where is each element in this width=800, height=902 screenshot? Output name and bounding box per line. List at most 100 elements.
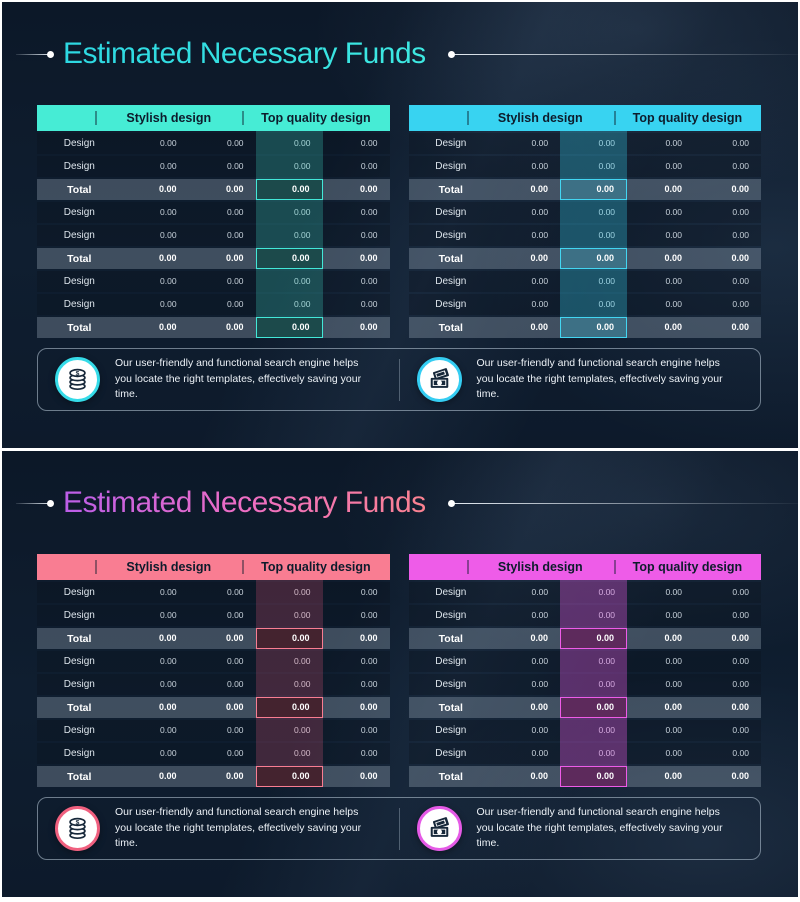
value-cell: 0.00 bbox=[665, 610, 682, 620]
note-left: $ Our user-friendly and functional searc… bbox=[38, 798, 399, 859]
value-cell: 0.00 bbox=[226, 207, 244, 217]
value-cell: 0.00 bbox=[226, 610, 244, 620]
value-cell: 0.00 bbox=[293, 230, 311, 240]
row-label: Design bbox=[435, 725, 467, 736]
value-cell: 0.00 bbox=[159, 702, 177, 712]
value-cell: 0.00 bbox=[560, 766, 628, 787]
note-left: $ Our user-friendly and functional searc… bbox=[38, 349, 399, 410]
row-label: Total bbox=[67, 632, 92, 645]
value-cell: 0.00 bbox=[530, 184, 549, 194]
value-cell: 0.00 bbox=[530, 771, 549, 781]
value-cell: 0.00 bbox=[732, 587, 749, 597]
value-cell: 0.00 bbox=[665, 276, 682, 286]
value-cell: 0.00 bbox=[731, 771, 749, 781]
coins-icon: $ bbox=[55, 806, 100, 851]
value-cell: 0.00 bbox=[226, 322, 244, 332]
value-cell: 0.00 bbox=[732, 725, 749, 735]
value-cell: 0.00 bbox=[226, 230, 244, 240]
value-cell: 0.00 bbox=[732, 679, 749, 689]
value-cell: 0.00 bbox=[665, 299, 682, 309]
value-cell: 0.00 bbox=[531, 207, 549, 217]
value-cell: 0.00 bbox=[664, 322, 682, 332]
funds-table-right: Stylish design Top quality design Design 0.… bbox=[408, 105, 761, 338]
row-label: Design bbox=[63, 138, 95, 149]
title-right-line bbox=[447, 50, 798, 58]
row-label: Design bbox=[435, 161, 467, 172]
row-label: Design bbox=[63, 725, 95, 736]
value-cell: 0.00 bbox=[226, 748, 244, 758]
value-cell: 0.00 bbox=[360, 299, 378, 309]
value-cell: 0.00 bbox=[360, 138, 378, 148]
row-label: Total bbox=[438, 252, 463, 265]
funds-table-left: Stylish design Top quality design Design 0.… bbox=[37, 554, 390, 787]
value-cell: 0.00 bbox=[531, 587, 549, 597]
table-header: Stylish design Top quality design bbox=[37, 554, 390, 580]
value-cell: 0.00 bbox=[531, 656, 549, 666]
row-label: Total bbox=[67, 701, 92, 714]
design-row: Design 0.00 0.00 0.00 0.00 bbox=[408, 582, 761, 603]
value-cell: 0.00 bbox=[598, 748, 616, 758]
table-header: Stylish design Top quality design bbox=[408, 554, 761, 580]
column-header: Top quality design bbox=[242, 554, 389, 580]
svg-text:$: $ bbox=[76, 819, 80, 826]
value-cell: 0.00 bbox=[560, 628, 628, 649]
value-cell: 0.00 bbox=[665, 138, 682, 148]
note-text: Our user-friendly and functional search … bbox=[115, 805, 362, 850]
row-label: Design bbox=[435, 610, 467, 621]
value-cell: 0.00 bbox=[598, 299, 616, 309]
value-cell: 0.00 bbox=[160, 748, 177, 758]
total-row: Total 0.00 0.00 0.00 0.00 bbox=[37, 317, 390, 338]
value-cell: 0.00 bbox=[160, 230, 177, 240]
value-cell: 0.00 bbox=[665, 161, 682, 171]
note-box: $ Our user-friendly and functional searc… bbox=[37, 797, 761, 860]
note-right: Our user-friendly and functional search … bbox=[400, 798, 761, 859]
coins-icon: $ bbox=[55, 357, 100, 402]
value-cell: 0.00 bbox=[293, 610, 311, 620]
value-cell: 0.00 bbox=[293, 748, 311, 758]
title-row: Estimated Necessary Funds bbox=[2, 484, 798, 522]
value-cell: 0.00 bbox=[293, 138, 311, 148]
value-cell: 0.00 bbox=[598, 679, 616, 689]
total-row: Total 0.00 0.00 0.00 0.00 bbox=[37, 248, 390, 269]
design-row: Design 0.00 0.00 0.00 0.00 bbox=[37, 720, 390, 741]
note-text: Our user-friendly and functional search … bbox=[115, 356, 362, 401]
row-label: Total bbox=[438, 183, 463, 196]
total-row: Total 0.00 0.00 0.00 0.00 bbox=[408, 628, 761, 649]
column-header: Top quality design bbox=[613, 554, 761, 580]
value-cell: 0.00 bbox=[732, 230, 749, 240]
column-header: Stylish design bbox=[466, 105, 614, 131]
value-cell: 0.00 bbox=[255, 179, 323, 200]
row-label: Design bbox=[435, 276, 467, 287]
slide-title: Estimated Necessary Funds bbox=[63, 484, 426, 522]
value-cell: 0.00 bbox=[360, 656, 378, 666]
svg-text:$: $ bbox=[76, 370, 80, 377]
total-row: Total 0.00 0.00 0.00 0.00 bbox=[408, 766, 761, 787]
value-cell: 0.00 bbox=[359, 771, 378, 781]
row-label: Design bbox=[63, 207, 95, 218]
value-cell: 0.00 bbox=[731, 253, 749, 263]
value-cell: 0.00 bbox=[359, 322, 378, 332]
design-row: Design 0.00 0.00 0.00 0.00 bbox=[37, 271, 390, 292]
slide-title: Estimated Necessary Funds bbox=[63, 35, 426, 73]
note-divider bbox=[398, 807, 400, 850]
value-cell: 0.00 bbox=[560, 317, 628, 338]
value-cell: 0.00 bbox=[665, 725, 682, 735]
value-cell: 0.00 bbox=[159, 771, 177, 781]
design-row: Design 0.00 0.00 0.00 0.00 bbox=[408, 605, 761, 626]
value-cell: 0.00 bbox=[530, 702, 549, 712]
value-cell: 0.00 bbox=[732, 207, 749, 217]
value-cell: 0.00 bbox=[732, 610, 749, 620]
design-row: Design 0.00 0.00 0.00 0.00 bbox=[408, 225, 761, 246]
value-cell: 0.00 bbox=[226, 184, 244, 194]
title-left-line bbox=[16, 50, 54, 58]
value-cell: 0.00 bbox=[160, 161, 177, 171]
slide-bottom: Estimated Necessary Funds Stylish design… bbox=[2, 451, 798, 897]
row-label: Design bbox=[435, 748, 467, 759]
value-cell: 0.00 bbox=[360, 207, 378, 217]
value-cell: 0.00 bbox=[160, 587, 177, 597]
value-cell: 0.00 bbox=[731, 322, 749, 332]
line-dot bbox=[447, 499, 455, 507]
note-text: Our user-friendly and functional search … bbox=[476, 805, 723, 850]
value-cell: 0.00 bbox=[160, 610, 177, 620]
value-cell: 0.00 bbox=[360, 276, 378, 286]
